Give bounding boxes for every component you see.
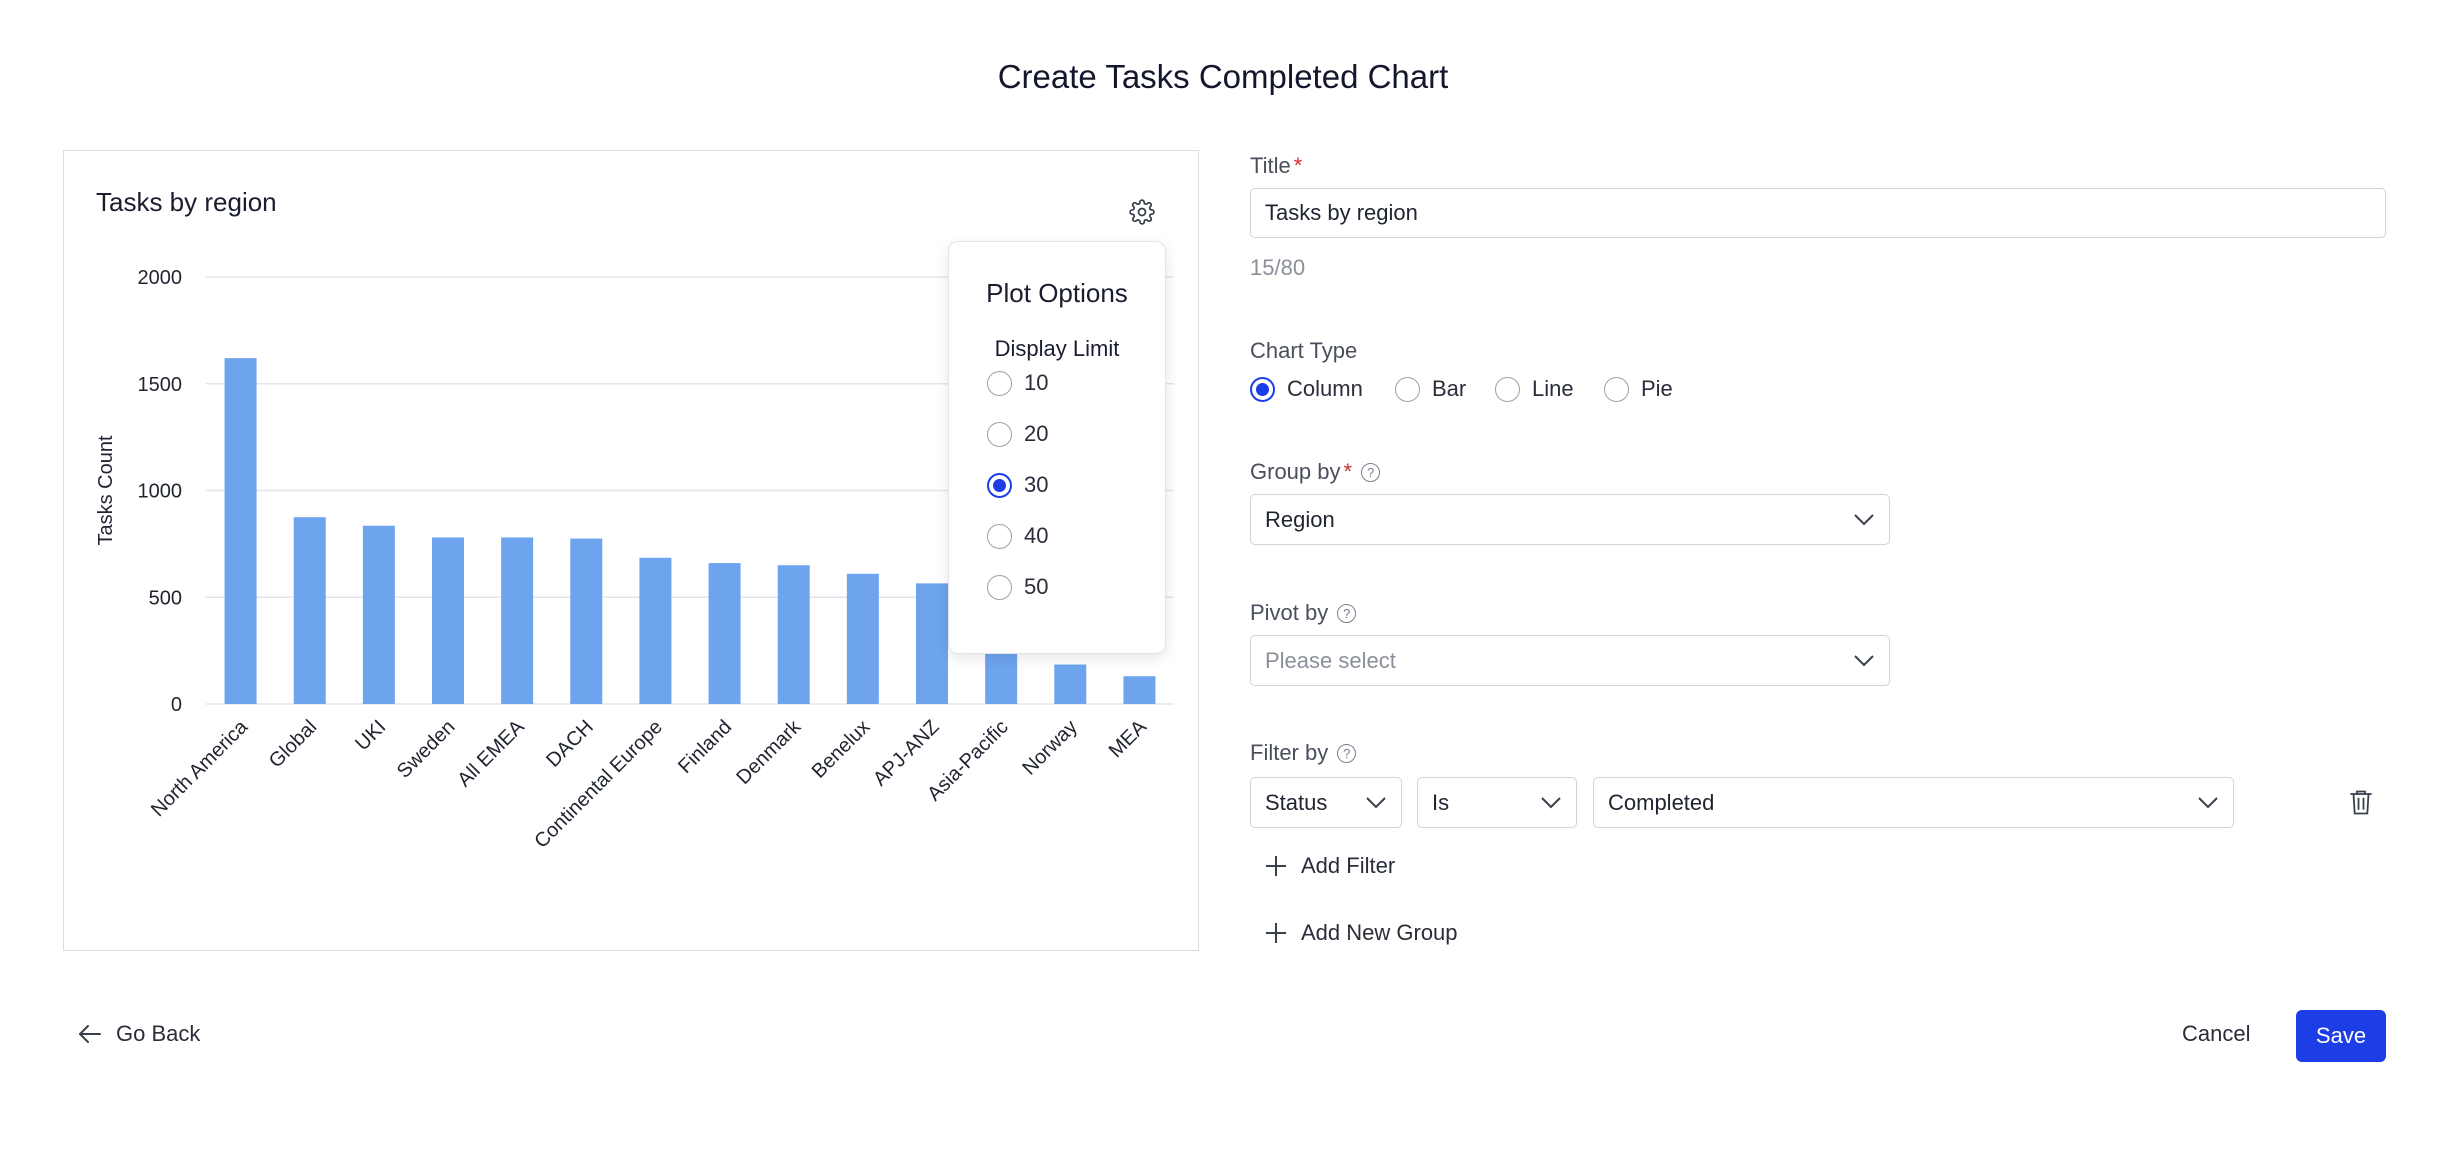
- chart-type-pie[interactable]: Pie: [1604, 374, 1673, 404]
- chart-type-bar[interactable]: Bar: [1395, 374, 1466, 404]
- y-tick-label: 1500: [138, 374, 183, 396]
- chevron-down-icon: [2198, 796, 2218, 808]
- display-limit-option-30[interactable]: 30: [987, 470, 1048, 500]
- x-tick-label: Denmark: [732, 715, 806, 789]
- chart-title: Tasks by region: [96, 187, 277, 217]
- x-tick-label: APJ-ANZ: [869, 716, 943, 790]
- x-tick-label: UKI: [351, 716, 390, 755]
- add-new-group-button[interactable]: Add New Group: [1265, 920, 1458, 946]
- bar: [224, 358, 257, 704]
- bar: [362, 525, 395, 704]
- bar: [708, 563, 741, 704]
- bar: [1123, 676, 1156, 704]
- bar: [777, 565, 810, 704]
- chevron-down-icon: [1541, 796, 1561, 808]
- filter-by-label: Filter by ?: [1250, 740, 1357, 766]
- bar: [1054, 664, 1087, 704]
- y-tick-label: 0: [171, 694, 182, 716]
- radio-icon[interactable]: [987, 523, 1012, 549]
- bar: [916, 583, 948, 704]
- go-back-button[interactable]: Go Back: [78, 1021, 200, 1047]
- plus-icon: [1266, 923, 1286, 943]
- bar: [639, 557, 672, 704]
- display-limit-label: Display Limit: [994, 336, 1120, 361]
- help-icon[interactable]: ?: [1337, 603, 1357, 623]
- bar: [846, 573, 879, 704]
- y-tick-label: 1000: [138, 481, 183, 503]
- radio-icon[interactable]: [1495, 376, 1520, 402]
- filter-field-select[interactable]: Status: [1250, 777, 1402, 828]
- required-marker: *: [1293, 153, 1303, 178]
- pivot-by-label: Pivot by ?: [1250, 600, 1357, 626]
- chart-preview-panel: Tasks by region 0 500 1000 1500 2000 Tasks Co…: [63, 150, 1199, 951]
- x-tick-label: Continental Europe: [530, 716, 667, 853]
- chevron-down-icon: [1854, 513, 1874, 525]
- plot-options-title: Plot Options: [986, 278, 1128, 308]
- radio-selected-icon[interactable]: [1250, 376, 1275, 402]
- chart-type-label: Chart Type: [1250, 338, 1358, 363]
- bar: [293, 517, 326, 704]
- group-by-label: Group by * ?: [1250, 459, 1381, 485]
- chart-type-column[interactable]: Column: [1250, 374, 1363, 404]
- save-button[interactable]: Save: [2296, 1010, 2386, 1062]
- x-tick-label: All EMEA: [453, 716, 529, 792]
- chevron-down-icon: [1366, 796, 1386, 808]
- title-char-counter: 15/80: [1250, 255, 1306, 280]
- bar: [432, 537, 464, 704]
- title-input[interactable]: Tasks by region: [1250, 188, 2386, 238]
- radio-icon[interactable]: [1395, 376, 1420, 402]
- title-label: Title *: [1250, 153, 1303, 178]
- y-axis-label: Tasks Count: [95, 435, 117, 545]
- bar: [570, 538, 603, 704]
- x-tick-label: Sweden: [393, 716, 460, 783]
- x-tick-label: Global: [265, 716, 321, 772]
- chevron-down-icon: [1854, 654, 1874, 666]
- x-tick-label: North America: [147, 715, 253, 821]
- x-tick-label: Benelux: [808, 716, 875, 783]
- required-marker: *: [1343, 459, 1353, 484]
- y-tick-label: 500: [149, 587, 182, 609]
- bar-chart: 0 500 1000 1500 2000 Tasks Count North America…: [95, 267, 1174, 853]
- display-limit-option-20[interactable]: 20: [987, 419, 1048, 449]
- help-icon[interactable]: ?: [1337, 743, 1357, 763]
- radio-icon[interactable]: [1604, 376, 1629, 402]
- page-title: Create Tasks Completed Chart: [997, 58, 1449, 95]
- radio-icon[interactable]: [987, 370, 1012, 396]
- display-limit-option-50[interactable]: 50: [987, 572, 1048, 602]
- gear-icon[interactable]: [1125, 195, 1159, 229]
- x-tick-label: MEA: [1105, 716, 1152, 763]
- group-by-select[interactable]: Region: [1250, 494, 1890, 545]
- x-tick-label: Norway: [1018, 716, 1081, 779]
- help-icon[interactable]: ?: [1361, 462, 1381, 482]
- add-filter-button[interactable]: Add Filter: [1265, 853, 1395, 879]
- pivot-by-select[interactable]: Please select: [1250, 635, 1890, 686]
- chart-type-line[interactable]: Line: [1495, 374, 1574, 404]
- bar: [501, 537, 534, 704]
- plot-options-popover: Plot Options Display Limit 10 20 30 40 5…: [948, 241, 1166, 654]
- cancel-button[interactable]: Cancel: [2182, 1021, 2251, 1046]
- trash-icon[interactable]: [2346, 787, 2376, 817]
- display-limit-option-10[interactable]: 10: [987, 368, 1048, 398]
- radio-icon[interactable]: [987, 421, 1012, 447]
- x-tick-label: Finland: [674, 716, 736, 778]
- filter-value-select[interactable]: Completed: [1593, 777, 2234, 828]
- filter-operator-select[interactable]: Is: [1417, 777, 1577, 828]
- y-tick-label: 2000: [138, 267, 183, 289]
- radio-icon[interactable]: [987, 574, 1012, 600]
- arrow-left-icon: [79, 1025, 101, 1043]
- x-tick-label: DACH: [542, 716, 598, 772]
- plus-icon: [1266, 856, 1286, 876]
- display-limit-option-40[interactable]: 40: [987, 521, 1048, 551]
- radio-selected-icon[interactable]: [987, 472, 1012, 498]
